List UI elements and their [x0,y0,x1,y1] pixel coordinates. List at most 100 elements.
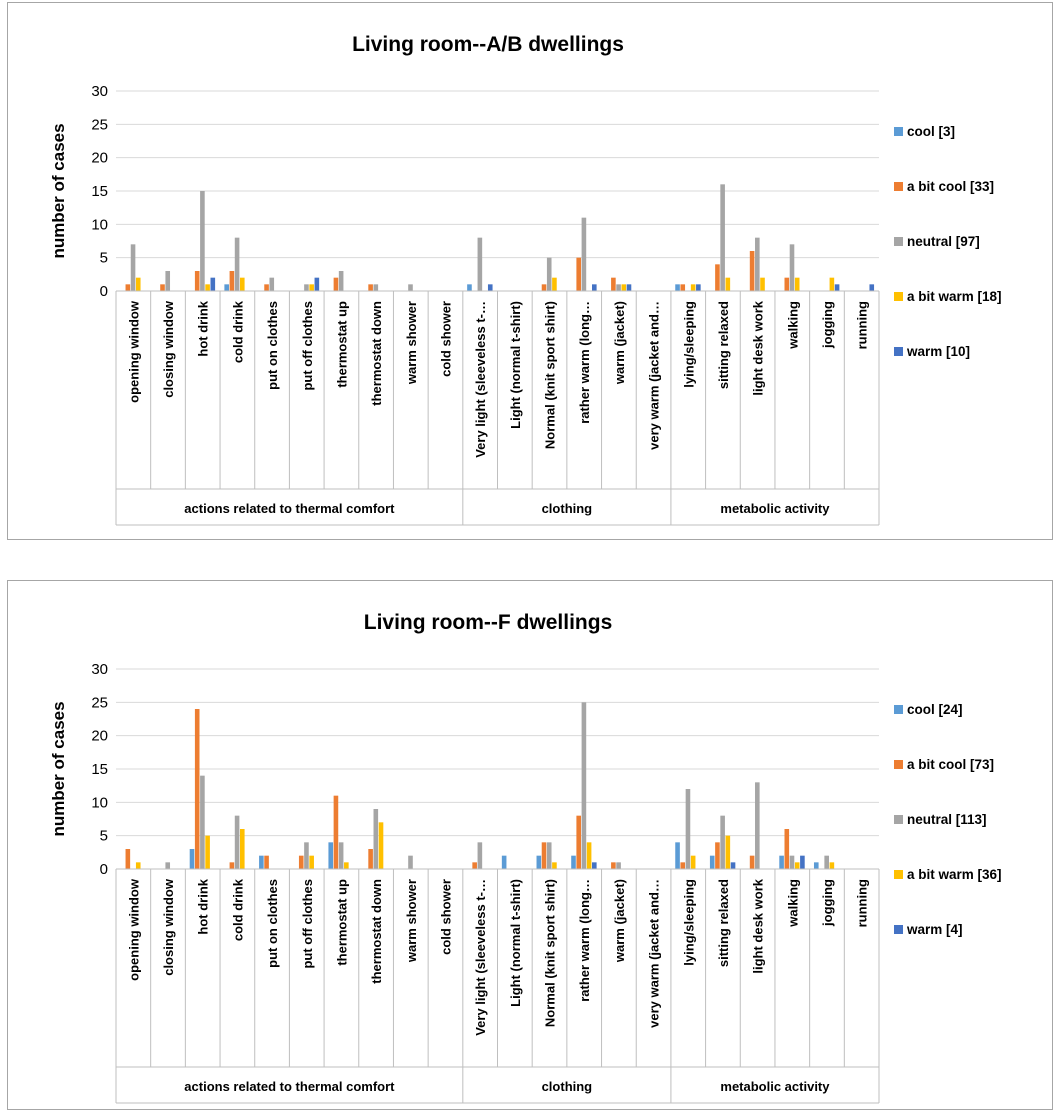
x-tick-label: Very light (sleeveless t-… [473,301,488,458]
bar-neutral [304,284,309,291]
group-label: clothing [542,1079,593,1094]
bar-a-bit-cool [194,271,200,291]
bar-neutral [581,702,587,869]
bar-a-bit-cool [541,842,547,869]
bar-neutral [373,809,379,869]
x-tick-label: Light (normal t-shirt) [508,301,523,429]
bar-a-bit-warm [794,862,800,869]
bar-neutral [546,842,552,869]
bar-warm [626,284,632,291]
bar-cool [813,862,819,869]
bar-a-bit-cool [333,277,339,291]
bar-neutral [755,237,760,291]
chart-title: Living room--F dwellings [364,611,613,634]
x-tick-label: light desk work [751,878,766,973]
legend-label: warm [10] [906,344,970,359]
bar-neutral [304,842,309,869]
bar-neutral [720,184,725,291]
bar-a-bit-cool [541,284,547,291]
legend-label: a bit warm [18] [907,289,1002,304]
x-tick-label: Light (normal t-shirt) [508,879,523,1007]
bar-a-bit-cool [264,855,269,869]
bar-a-bit-warm [344,862,349,869]
bar-a-bit-warm [760,277,765,291]
chart-ab-dwellings: Living room--A/B dwellings number of cas… [7,2,1053,540]
x-tick-label: warm shower [404,301,419,385]
x-tick-label: Normal (knit sport shirt) [543,301,558,449]
bar-neutral [477,237,483,291]
x-tick-label: Normal (knit sport shirt) [543,879,558,1027]
x-tick-label: walking [785,879,800,928]
bar-warm [800,855,805,869]
bar-neutral [234,815,240,869]
x-tick-label: opening window [126,878,141,981]
bar-a-bit-cool [125,284,131,291]
chart-f-dwellings: Living room--F dwellings number of cases… [7,580,1053,1110]
bar-a-bit-warm [309,284,314,291]
bar-a-bit-cool [576,257,582,291]
bar-a-bit-warm [135,862,141,869]
y-axis-label: number of cases [49,701,68,836]
bar-cool [536,855,542,869]
x-tick-label: warm shower [404,879,419,963]
chart-ab-svg: Living room--A/B dwellings number of cas… [49,33,1002,526]
bar-warm [210,277,216,291]
legend-label: cool [3] [907,124,955,139]
group-label: actions related to thermal comfort [184,1079,395,1094]
bar-a-bit-cool [264,284,269,291]
bar-warm [834,284,840,291]
x-tick-label: jogging [820,301,835,349]
x-tick-label: walking [785,301,800,350]
y-tick-label: 20 [91,728,108,745]
bar-a-bit-cool [229,271,235,291]
x-tick-label: thermostat down [369,301,384,406]
bar-a-bit-cool [333,795,339,869]
bar-warm [730,862,736,869]
chart-f-svg: Living room--F dwellings number of cases… [49,611,1002,1104]
bar-warm [592,862,597,869]
bar-neutral [200,775,205,869]
legend-swatch [894,705,903,714]
x-tick-label: put off clothes [300,301,315,391]
bar-a-bit-cool [784,829,790,869]
legend-label: neutral [113] [907,812,987,827]
y-tick-label: 10 [91,216,108,233]
bar-neutral [616,862,621,869]
bar-a-bit-cool [229,862,235,869]
bar-a-bit-warm [552,862,557,869]
legend-label: a bit cool [73] [907,757,994,772]
bar-warm [592,284,597,291]
bar-warm [696,284,701,291]
bar-cool [189,849,195,869]
chart-title: Living room--A/B dwellings [352,33,624,56]
bar-neutral [200,191,205,291]
legend-swatch [894,182,903,191]
bar-neutral [269,277,275,291]
y-tick-label: 0 [100,861,108,878]
bar-neutral [165,862,171,869]
bar-neutral [130,244,136,291]
x-tick-label: hot drink [196,300,211,356]
legend-label: warm [4] [906,922,963,937]
legend-swatch [894,815,903,824]
bar-cool [224,284,229,291]
x-tick-label: put on clothes [265,301,280,390]
bar-neutral [373,284,379,291]
bar-neutral [234,237,240,291]
bar-cool [571,855,576,869]
x-tick-label: opening window [126,300,141,403]
x-tick-label: cold shower [438,301,453,377]
bar-neutral [546,257,552,291]
legend-label: neutral [97] [907,234,980,249]
bar-a-bit-warm [725,277,731,291]
bar-a-bit-warm [239,829,245,869]
bar-neutral [477,842,483,869]
legend-swatch [894,870,903,879]
bar-a-bit-warm [586,842,592,869]
x-tick-label: jogging [820,879,835,927]
legend-swatch [894,347,903,356]
bar-a-bit-warm [205,835,210,869]
x-tick-label: closing window [161,300,176,398]
x-tick-label: running [855,301,870,349]
y-tick-label: 20 [91,150,108,167]
